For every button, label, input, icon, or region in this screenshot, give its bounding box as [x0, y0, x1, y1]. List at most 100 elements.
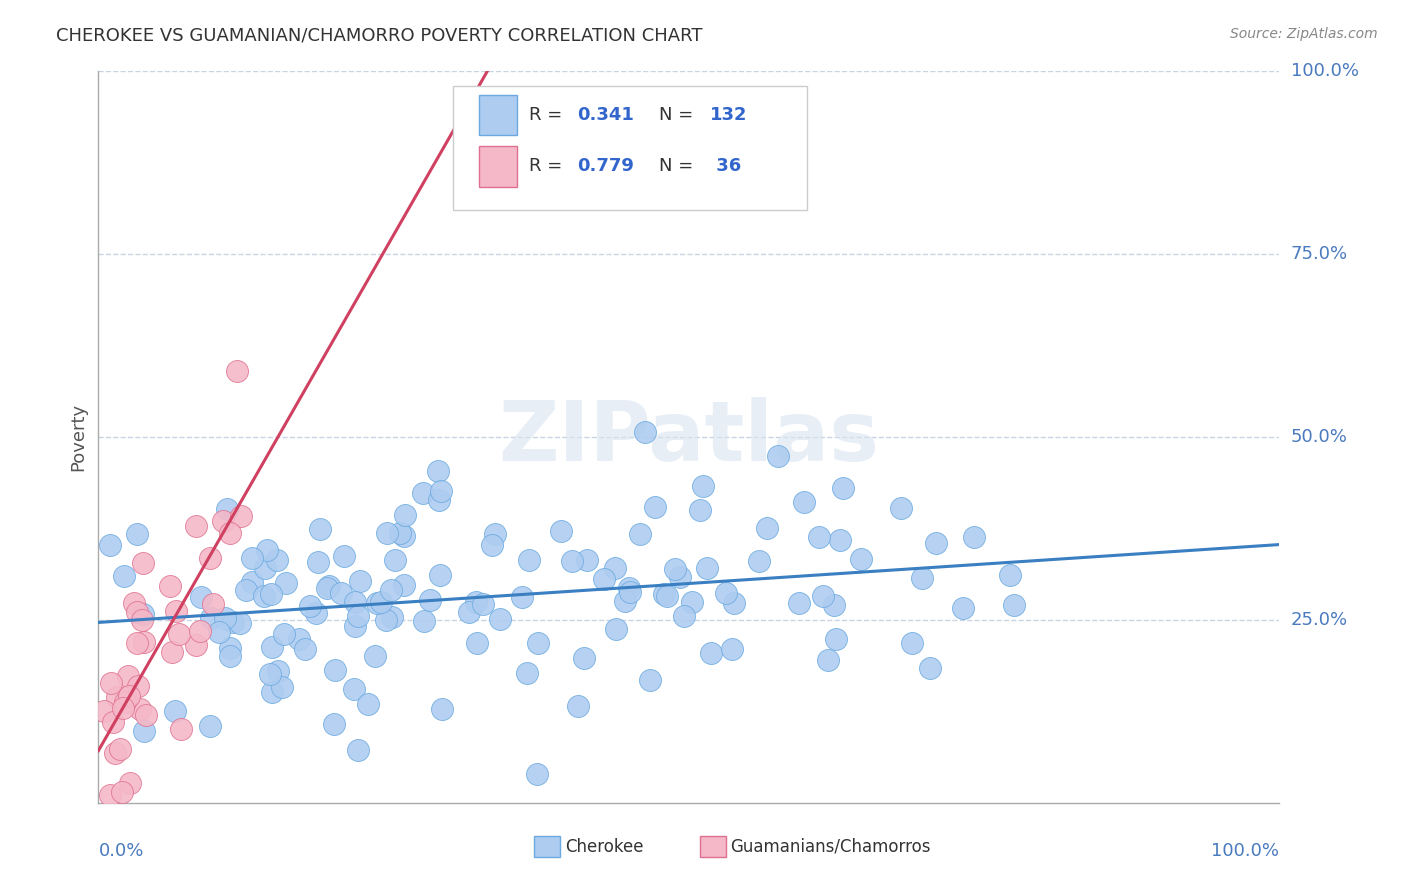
Point	[716, 586, 738, 600]
Text: 0.341: 0.341	[576, 106, 634, 124]
Point	[849, 551, 872, 566]
Point	[920, 661, 942, 675]
Text: 100.0%: 100.0%	[1212, 842, 1279, 860]
Point	[998, 567, 1021, 582]
Point	[253, 590, 276, 604]
Point	[471, 597, 494, 611]
Point	[344, 595, 367, 609]
Point	[370, 595, 392, 609]
Point	[259, 667, 281, 681]
Point	[330, 586, 353, 600]
Point	[481, 538, 503, 552]
Point	[218, 640, 240, 655]
Point	[664, 562, 686, 576]
Point	[267, 665, 290, 679]
Point	[307, 555, 329, 569]
Point	[768, 449, 790, 463]
Point	[190, 590, 212, 604]
Point	[132, 723, 155, 738]
Point	[681, 595, 703, 609]
Point	[572, 650, 595, 665]
Text: 25.0%: 25.0%	[1291, 611, 1348, 629]
Point	[214, 610, 236, 624]
Point	[526, 636, 548, 650]
Point	[605, 560, 627, 574]
Point	[333, 549, 356, 564]
Point	[366, 596, 388, 610]
Point	[111, 701, 134, 715]
Point	[347, 743, 370, 757]
Point	[808, 530, 831, 544]
Point	[413, 614, 436, 628]
Point	[464, 595, 486, 609]
Text: 0.0%: 0.0%	[98, 842, 143, 860]
Point	[654, 587, 676, 601]
Point	[240, 551, 263, 566]
Point	[159, 579, 181, 593]
Text: Cherokee: Cherokee	[565, 838, 644, 855]
Point	[253, 561, 276, 575]
Text: 0.779: 0.779	[576, 158, 634, 176]
Point	[561, 554, 583, 568]
Point	[316, 581, 339, 595]
Point	[217, 501, 239, 516]
Point	[911, 571, 934, 585]
Point	[188, 624, 211, 639]
Point	[125, 605, 148, 619]
Point	[638, 673, 661, 687]
Point	[619, 585, 641, 599]
Point	[273, 626, 295, 640]
FancyBboxPatch shape	[534, 837, 560, 857]
Point	[628, 527, 651, 541]
Point	[105, 690, 128, 704]
Point	[484, 526, 506, 541]
Point	[349, 574, 371, 589]
Point	[221, 615, 243, 629]
Point	[384, 553, 406, 567]
Point	[526, 766, 548, 780]
FancyBboxPatch shape	[478, 95, 516, 135]
Point	[169, 722, 191, 736]
Point	[131, 607, 153, 621]
Point	[720, 642, 742, 657]
Point	[111, 785, 134, 799]
Point	[112, 569, 135, 583]
Point	[165, 604, 187, 618]
Text: R =: R =	[530, 106, 568, 124]
Point	[129, 702, 152, 716]
Text: 75.0%: 75.0%	[1291, 245, 1348, 263]
Point	[375, 526, 398, 541]
Point	[963, 530, 986, 544]
Point	[689, 502, 711, 516]
Point	[229, 616, 252, 631]
Point	[160, 645, 183, 659]
Point	[114, 694, 136, 708]
Point	[657, 589, 679, 603]
Point	[427, 465, 450, 479]
Point	[343, 681, 366, 696]
Text: 50.0%: 50.0%	[1291, 428, 1347, 446]
Point	[593, 572, 616, 586]
Point	[830, 533, 852, 547]
Point	[132, 635, 155, 649]
Point	[184, 639, 207, 653]
Point	[135, 707, 157, 722]
Point	[364, 648, 387, 663]
FancyBboxPatch shape	[453, 86, 807, 211]
Point	[287, 632, 309, 647]
Point	[644, 500, 666, 515]
Point	[260, 640, 283, 655]
Point	[787, 596, 810, 610]
Point	[412, 485, 434, 500]
Point	[429, 568, 451, 582]
Point	[118, 776, 141, 790]
Point	[104, 746, 127, 760]
Point	[394, 529, 416, 543]
Point	[270, 680, 292, 694]
Point	[756, 521, 779, 535]
Point	[633, 425, 655, 439]
Point	[696, 561, 718, 575]
Point	[167, 627, 190, 641]
Point	[343, 618, 366, 632]
Point	[93, 704, 115, 718]
